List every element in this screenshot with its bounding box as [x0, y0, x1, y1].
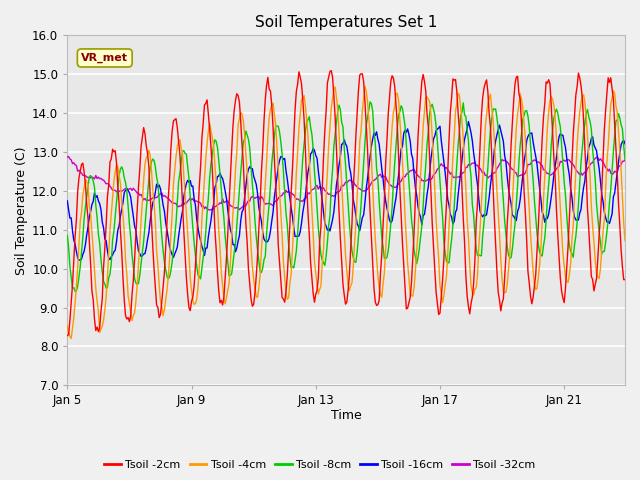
Text: VR_met: VR_met	[81, 53, 128, 63]
Title: Soil Temperatures Set 1: Soil Temperatures Set 1	[255, 15, 437, 30]
Legend: Tsoil -2cm, Tsoil -4cm, Tsoil -8cm, Tsoil -16cm, Tsoil -32cm: Tsoil -2cm, Tsoil -4cm, Tsoil -8cm, Tsoi…	[100, 456, 540, 474]
Y-axis label: Soil Temperature (C): Soil Temperature (C)	[15, 146, 28, 275]
X-axis label: Time: Time	[331, 409, 362, 422]
